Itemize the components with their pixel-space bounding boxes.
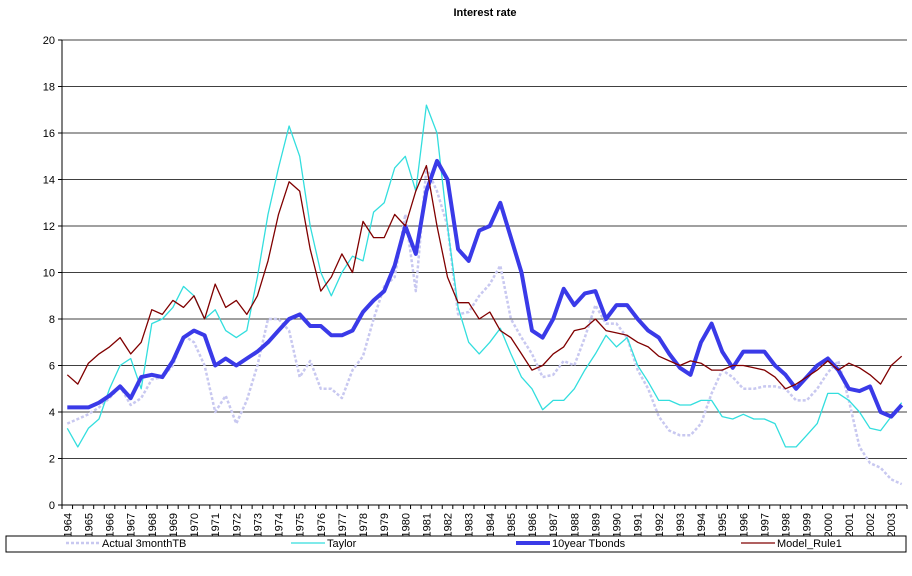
x-tick-label: 1967 <box>126 513 138 537</box>
x-tick-label: 1965 <box>83 513 95 537</box>
legend-box <box>5 535 907 553</box>
x-tick-label: 1996 <box>738 513 750 537</box>
chart-title: Interest rate <box>454 7 517 19</box>
x-tick-label: 1991 <box>633 513 645 537</box>
series-line <box>66 104 903 448</box>
series-line <box>66 166 903 486</box>
x-tick-label: 1988 <box>569 513 581 537</box>
legend-label: 10year Tbonds <box>552 538 626 550</box>
x-tick-label: 1966 <box>105 513 117 537</box>
legend-label: Taylor <box>327 538 357 550</box>
legend-label: Actual 3monthTB <box>102 538 186 550</box>
x-tick-label: 1995 <box>717 513 729 537</box>
x-tick-label: 1970 <box>189 513 201 537</box>
series-line <box>66 164 903 390</box>
x-tick-label: 2003 <box>886 513 898 537</box>
y-tick-label: 10 <box>43 268 55 280</box>
y-tick-label: 18 <box>43 82 55 94</box>
x-tick-label: 1986 <box>527 513 539 537</box>
x-tick-label: 1990 <box>612 513 624 537</box>
x-tick-label: 1992 <box>654 513 666 537</box>
x-tick-label: 1979 <box>379 513 391 537</box>
x-tick-label: 1984 <box>485 513 497 537</box>
x-tick-label: 1998 <box>781 513 793 537</box>
y-tick-label: 16 <box>43 128 55 140</box>
x-tick-label: 1985 <box>506 513 518 537</box>
x-tick-label: 1976 <box>316 513 328 537</box>
x-tick-label: 1989 <box>590 513 602 537</box>
x-tick-label: 1983 <box>464 513 476 537</box>
x-tick-label: 1974 <box>274 513 286 537</box>
x-tick-label: 1987 <box>548 513 560 537</box>
y-tick-label: 20 <box>43 35 55 47</box>
x-tick-label: 1993 <box>675 513 687 537</box>
x-tick-label: 1982 <box>443 513 455 537</box>
x-tick-label: 1997 <box>759 513 771 537</box>
x-tick-label: 1969 <box>168 513 180 537</box>
x-tick-label: 1999 <box>802 513 814 537</box>
y-tick-label: 6 <box>49 361 55 373</box>
x-tick-label: 2002 <box>865 513 877 537</box>
x-tick-label: 2001 <box>844 513 856 537</box>
x-tick-label: 1978 <box>358 513 370 537</box>
x-tick-label: 1975 <box>295 513 307 537</box>
x-tick-label: 1977 <box>337 513 349 537</box>
x-tick-label: 1968 <box>147 513 159 537</box>
series-line <box>67 158 904 419</box>
x-tick-label: 1971 <box>210 513 222 537</box>
x-tick-label: 1994 <box>696 513 708 537</box>
y-tick-label: 2 <box>49 454 55 466</box>
legend-label: Model_Rule1 <box>777 538 842 550</box>
y-tick-label: 14 <box>43 175 55 187</box>
x-tick-label: 2000 <box>823 513 835 537</box>
y-tick-label: 0 <box>49 500 55 512</box>
y-tick-label: 8 <box>49 314 55 326</box>
x-tick-label: 1981 <box>421 513 433 537</box>
x-tick-label: 1972 <box>231 513 243 537</box>
x-tick-label: 1964 <box>62 513 74 537</box>
x-tick-label: 1980 <box>400 513 412 537</box>
y-tick-label: 12 <box>43 221 55 233</box>
y-tick-label: 4 <box>49 407 55 419</box>
x-tick-label: 1973 <box>252 513 264 537</box>
